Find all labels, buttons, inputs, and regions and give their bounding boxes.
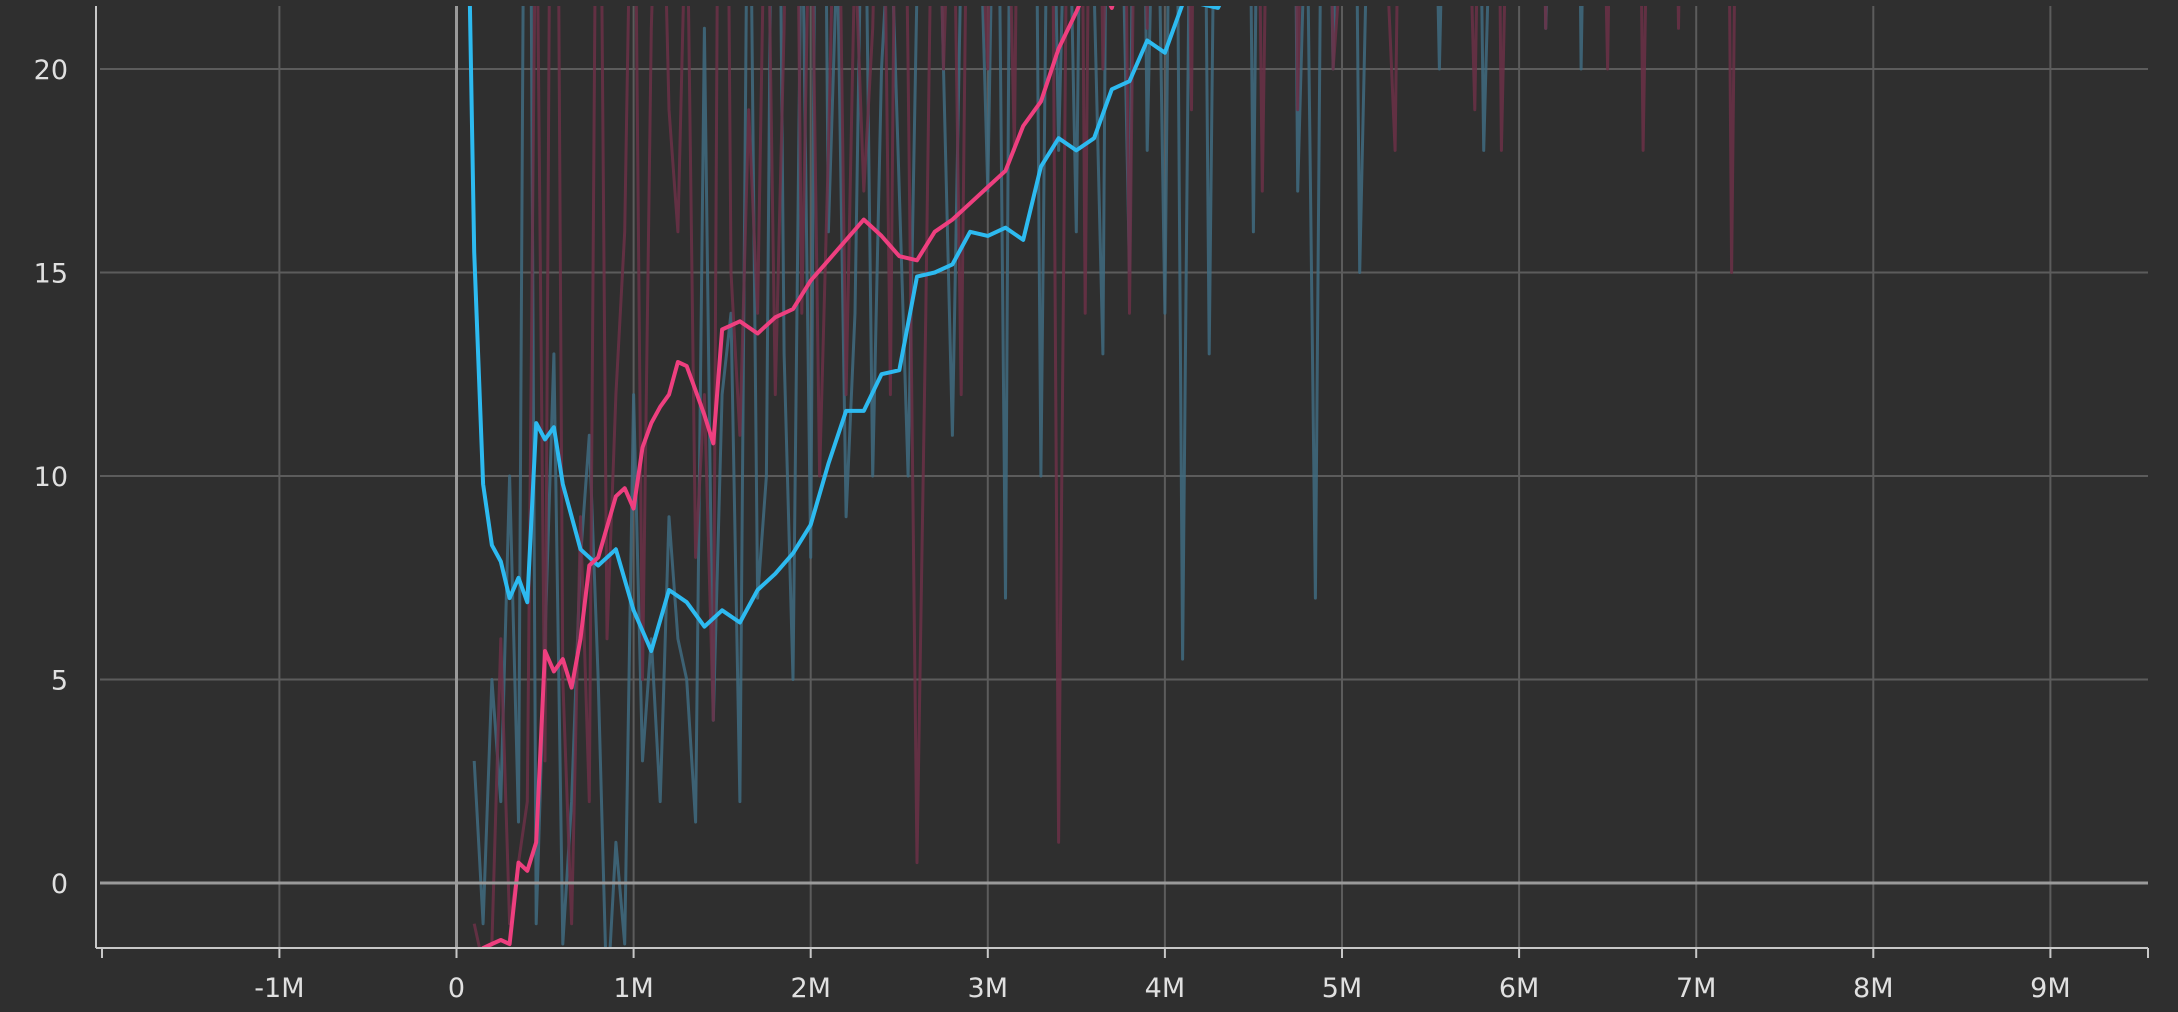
- grid: [100, 6, 2148, 948]
- x-tick-label: 7M: [1676, 973, 1716, 1004]
- y-tick-label: 10: [34, 462, 68, 493]
- y-tick-label: 0: [51, 869, 68, 900]
- x-tick-label: 4M: [1145, 973, 1185, 1004]
- x-tick-label: 1M: [613, 973, 653, 1004]
- x-tick-label: 0: [448, 973, 465, 1004]
- raw-series-line-0: [472, 6, 1584, 948]
- x-tick-label: 3M: [968, 973, 1008, 1004]
- x-tick-label: -1M: [254, 973, 304, 1004]
- x-tick-label: 6M: [1499, 973, 1539, 1004]
- y-tick-label: 20: [34, 55, 68, 86]
- smoothed-series-line-0: [467, 6, 1222, 653]
- x-tick-label: 2M: [790, 973, 830, 1004]
- smoothed-series-layer: [467, 6, 1222, 948]
- axes: [95, 6, 2149, 958]
- raw-series-layer: [472, 6, 1736, 948]
- y-tick-label: 15: [34, 259, 68, 290]
- x-tick-label: 9M: [2030, 973, 2070, 1004]
- x-tick-label: 5M: [1322, 973, 1362, 1004]
- x-tick-label: 8M: [1853, 973, 1893, 1004]
- y-tick-label: 5: [51, 666, 68, 697]
- smoothed-series-line-1: [480, 6, 1115, 948]
- raw-series-line-1: [472, 6, 1736, 948]
- x-tick-labels: -1M 0 1M 2M 3M 4M 5M 6M 7M 8M 9M: [254, 973, 2070, 1004]
- y-tick-labels: 0510152025303540: [34, 55, 68, 900]
